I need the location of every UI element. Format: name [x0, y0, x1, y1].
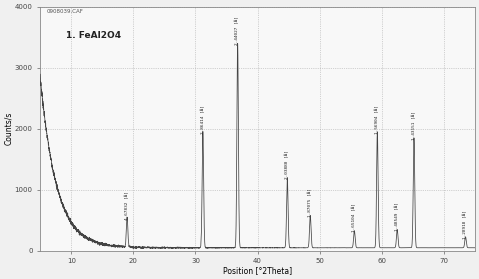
Text: 1.87075 [Å]: 1.87075 [Å]	[308, 188, 312, 217]
Text: 1.28918 [Å]: 1.28918 [Å]	[463, 210, 468, 239]
Text: 1. FeAl2O4: 1. FeAl2O4	[66, 31, 121, 40]
Text: 1.56904 [Å]: 1.56904 [Å]	[375, 105, 379, 134]
Text: 2.86414 [Å]: 2.86414 [Å]	[201, 105, 205, 134]
Text: 1.48549 [Å]: 1.48549 [Å]	[395, 202, 399, 231]
Text: 2.44027 [Å]: 2.44027 [Å]	[236, 16, 240, 45]
Text: 2.03880 [Å]: 2.03880 [Å]	[285, 150, 289, 179]
X-axis label: Position [°2Theta]: Position [°2Theta]	[223, 266, 292, 275]
Text: 1.65104 [Å]: 1.65104 [Å]	[352, 204, 356, 232]
Text: 4.67832 [Å]: 4.67832 [Å]	[125, 191, 129, 220]
Y-axis label: Counts/s: Counts/s	[4, 112, 13, 145]
Text: 0908039.CAF: 0908039.CAF	[47, 9, 84, 14]
Text: 1.43151 [Å]: 1.43151 [Å]	[412, 111, 416, 140]
